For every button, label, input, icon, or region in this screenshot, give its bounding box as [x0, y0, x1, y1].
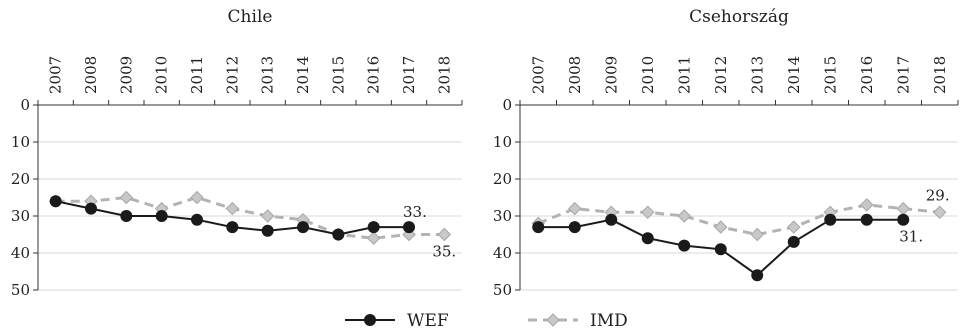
x-tick-label: 2007	[529, 56, 547, 94]
data-point-imd	[787, 220, 801, 234]
data-point-imd	[260, 209, 275, 223]
data-point-imd	[933, 205, 947, 220]
data-point-wef	[714, 243, 727, 256]
data-point-wef	[678, 239, 691, 252]
data-point-imd	[714, 220, 728, 234]
y-tick-label: 50	[11, 281, 30, 299]
data-point-imd	[366, 231, 381, 245]
legend-marker	[364, 314, 376, 326]
data-point-wef	[568, 221, 581, 234]
data-point-wef	[191, 213, 203, 226]
data-point-imd	[750, 227, 764, 242]
data-point-wef	[751, 269, 764, 282]
data-label: 35.	[432, 243, 456, 261]
data-label: 31.	[899, 228, 923, 246]
data-point-imd	[225, 201, 240, 216]
data-point-wef	[641, 232, 654, 245]
y-tick-label: 50	[493, 281, 512, 299]
data-point-wef	[332, 228, 345, 241]
x-tick-label: 2008	[82, 56, 100, 94]
legend-item-wef: WEF	[345, 311, 449, 331]
y-tick-label: 20	[493, 170, 512, 188]
legend-item-imd: IMD	[528, 311, 628, 331]
data-point-wef	[367, 221, 380, 234]
y-tick-label: 0	[502, 96, 512, 114]
legend-label: WEF	[407, 311, 449, 331]
data-point-imd	[568, 201, 582, 216]
data-point-imd	[896, 201, 910, 216]
legend: WEF IMD	[345, 311, 628, 331]
data-point-imd	[437, 227, 452, 242]
x-tick-label: 2007	[47, 56, 65, 94]
legend-label: IMD	[590, 311, 628, 331]
data-point-wef	[85, 202, 97, 215]
x-tick-label: 2017	[894, 56, 912, 94]
y-tick-label: 30	[493, 207, 512, 225]
chart-title: Chile	[228, 7, 273, 27]
data-point-wef	[787, 235, 800, 248]
x-tick-label: 2010	[153, 56, 171, 94]
data-point-wef	[155, 210, 168, 222]
x-tick-label: 2009	[117, 56, 135, 94]
x-tick-label: 2010	[639, 56, 657, 94]
data-point-wef	[226, 221, 239, 234]
chart-title: Csehország	[689, 7, 789, 27]
x-tick-label: 2011	[188, 56, 206, 94]
data-point-wef	[403, 221, 415, 234]
x-tick-label: 2015	[329, 56, 347, 94]
data-point-wef	[297, 221, 309, 234]
y-tick-label: 30	[11, 207, 30, 225]
data-point-wef	[860, 213, 873, 226]
x-tick-label: 2018	[435, 56, 453, 94]
data-point-imd	[860, 198, 874, 212]
data-point-wef	[49, 195, 62, 208]
data-label: 33.	[403, 203, 427, 221]
x-tick-label: 2009	[602, 56, 620, 94]
x-tick-label: 2011	[675, 56, 693, 94]
legend-marker	[546, 313, 560, 327]
data-point-imd	[641, 205, 655, 220]
x-tick-label: 2017	[400, 56, 418, 94]
y-tick-label: 10	[11, 133, 30, 151]
series-line-imd	[55, 195, 445, 240]
x-tick-label: 2014	[785, 56, 803, 94]
data-point-wef	[532, 221, 545, 234]
x-tick-label: 2014	[294, 56, 312, 94]
data-point-wef	[120, 210, 133, 222]
x-tick-label: 2015	[821, 56, 839, 94]
x-tick-label: 2018	[931, 56, 949, 94]
y-tick-label: 20	[11, 170, 30, 188]
y-tick-label: 0	[20, 96, 30, 114]
data-point-wef	[605, 213, 618, 226]
y-tick-label: 40	[493, 244, 512, 262]
data-point-imd	[190, 190, 204, 205]
x-tick-label: 2012	[223, 56, 241, 94]
x-tick-label: 2012	[712, 56, 730, 94]
data-point-wef	[261, 224, 274, 237]
x-tick-label: 2013	[259, 56, 277, 94]
data-label: 29.	[926, 186, 950, 204]
x-tick-label: 2008	[566, 56, 584, 94]
x-tick-label: 2016	[365, 56, 383, 94]
y-tick-label: 40	[11, 244, 30, 262]
data-point-imd	[677, 209, 691, 223]
data-point-wef	[897, 213, 910, 226]
y-tick-label: 10	[493, 133, 512, 151]
x-tick-label: 2016	[858, 56, 876, 94]
data-point-imd	[119, 190, 134, 205]
x-tick-label: 2013	[748, 56, 766, 94]
data-point-wef	[824, 213, 837, 226]
